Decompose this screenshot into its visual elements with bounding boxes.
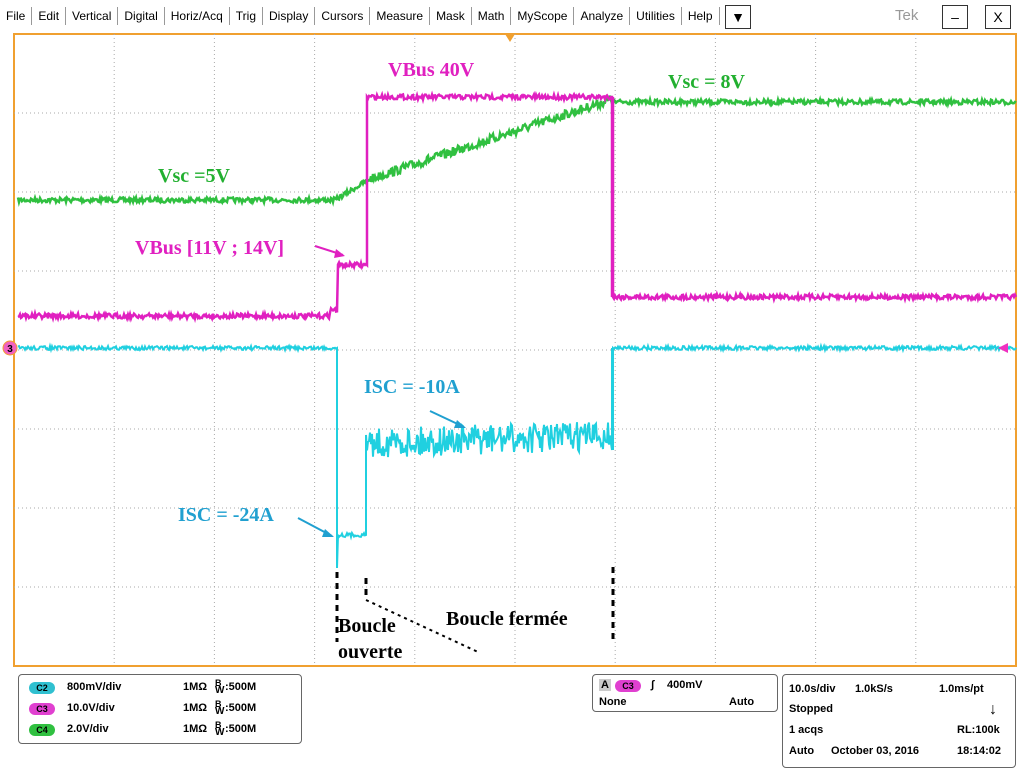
menu-item[interactable]: Utilities bbox=[630, 7, 682, 25]
channel-bw-sub: W bbox=[215, 727, 225, 738]
annotation: VBus 40V bbox=[388, 59, 475, 81]
menu-item[interactable]: Mask bbox=[430, 7, 472, 25]
channel-bw: B bbox=[215, 699, 222, 709]
trigger-level: 400mV bbox=[667, 679, 703, 691]
menu-item[interactable]: MyScope bbox=[511, 7, 575, 25]
timebase: 10.0s/div bbox=[789, 683, 836, 695]
menu-item[interactable]: Vertical bbox=[66, 7, 119, 25]
graticule: 3 VBus 40V VBus [11V ; 14V] Vsc = 8V Vsc… bbox=[2, 33, 1018, 667]
menu-item[interactable]: Trig bbox=[230, 7, 263, 25]
channel-bw: B bbox=[215, 678, 222, 688]
trigger-slope: ∫ bbox=[651, 679, 655, 691]
menu-item[interactable]: Math bbox=[472, 7, 512, 25]
menu-item[interactable]: Help bbox=[682, 7, 720, 25]
acq-mode: Auto bbox=[789, 745, 815, 757]
channel-scale: 800mV/div bbox=[67, 681, 122, 693]
sample-rate: 1.0kS/s bbox=[855, 683, 893, 695]
status-panel: C2 800mV/div 1MΩ B W:500M C3 10.0V/div 1MΩ B W:50… bbox=[0, 668, 1024, 768]
minimize-button[interactable]: – bbox=[942, 5, 968, 29]
annotation: Boucle fermée bbox=[446, 608, 568, 630]
resolution: 1.0ms/pt bbox=[939, 683, 984, 695]
logo: Tek bbox=[895, 7, 919, 24]
phase-markers bbox=[335, 567, 615, 653]
channel-impedance: 1MΩ bbox=[183, 723, 208, 735]
annotation: Vsc = 8V bbox=[668, 71, 746, 93]
menu-item[interactable]: Analyze bbox=[574, 7, 631, 25]
trigger-level bbox=[998, 343, 1008, 353]
trigger-position bbox=[505, 34, 515, 42]
acquisition-settings: 10.0s/div 1.0kS/s 1.0ms/pt Stopped ↓ 1 a… bbox=[782, 674, 1016, 768]
menu-item[interactable]: Horiz/Acq bbox=[165, 7, 230, 25]
channel-marker-label: 3 bbox=[7, 344, 13, 355]
channel-badge: C3 bbox=[29, 703, 55, 715]
channel-badge: C4 bbox=[29, 724, 55, 736]
run-icon: ↓ bbox=[989, 701, 997, 718]
annotation: ouverte bbox=[338, 641, 403, 663]
trigger-settings: A C3 ∫ 400mV None Auto bbox=[592, 674, 778, 712]
annotation: Vsc =5V bbox=[158, 165, 231, 187]
channel-impedance: 1MΩ bbox=[183, 681, 208, 693]
dropdown-button[interactable]: ▼ bbox=[725, 5, 751, 29]
annotation: ISC = -24A bbox=[178, 504, 274, 526]
channel-impedance: 1MΩ bbox=[183, 702, 208, 714]
channel-scale: 10.0V/div bbox=[67, 702, 115, 714]
channel-bandwidth: :500M bbox=[225, 723, 257, 735]
trace-c4 bbox=[16, 94, 1017, 207]
trace-c2 bbox=[17, 342, 1017, 569]
date: October 03, 2016 bbox=[831, 745, 920, 757]
channel-bw-sub: W bbox=[215, 685, 225, 696]
channel-bw-sub: W bbox=[215, 706, 225, 717]
trace-c3 bbox=[17, 90, 1018, 324]
arrows bbox=[297, 245, 466, 537]
channel-bandwidth: :500M bbox=[225, 681, 257, 693]
channel-settings: C2 800mV/div 1MΩ B W:500M C3 10.0V/div 1MΩ B W:50… bbox=[18, 674, 302, 744]
menu-item[interactable]: File bbox=[0, 7, 33, 25]
acq-count: 1 acqs bbox=[789, 724, 824, 736]
menu-item[interactable]: Digital bbox=[118, 7, 165, 25]
grid bbox=[14, 34, 1016, 666]
acq-state: Stopped bbox=[789, 703, 833, 715]
annotation: ISC = -10A bbox=[364, 376, 460, 398]
channel-scale: 2.0V/div bbox=[67, 723, 109, 735]
menu-item[interactable]: Edit bbox=[32, 7, 67, 25]
trigger-coupling: None bbox=[599, 696, 627, 708]
channel-badge: C2 bbox=[29, 682, 55, 694]
menu-item[interactable]: Cursors bbox=[315, 7, 371, 25]
channel-bandwidth: :500M bbox=[225, 702, 257, 714]
menu-item[interactable]: Display bbox=[263, 7, 316, 25]
menu-item[interactable]: Measure bbox=[370, 7, 431, 25]
trigger-label: A bbox=[599, 679, 611, 691]
annotation: Boucle bbox=[338, 615, 396, 637]
time: 18:14:02 bbox=[957, 745, 1002, 757]
record-length: RL:100k bbox=[957, 724, 1000, 736]
trigger-mode: Auto bbox=[729, 696, 755, 708]
channel-bw: B bbox=[215, 720, 222, 730]
menu-bar: File Edit Vertical Digital Horiz/Acq Trig Disp… bbox=[0, 0, 1024, 32]
annotation: VBus [11V ; 14V] bbox=[135, 237, 284, 259]
close-button[interactable]: X bbox=[985, 5, 1011, 29]
trigger-channel: C3 bbox=[615, 680, 641, 692]
channel-marker bbox=[2, 340, 18, 356]
waveforms bbox=[16, 90, 1018, 569]
